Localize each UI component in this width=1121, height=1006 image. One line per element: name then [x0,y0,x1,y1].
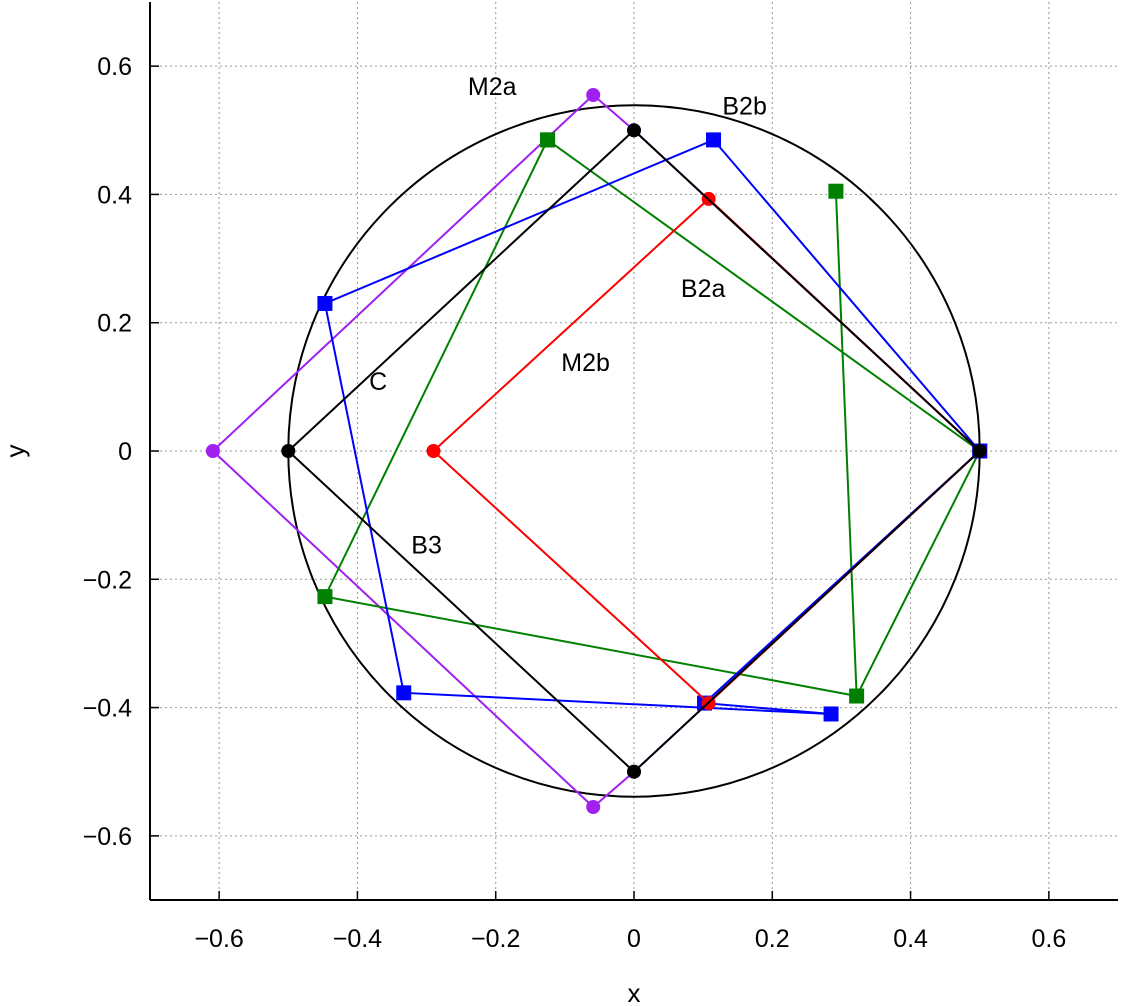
series-m2b-point [426,444,441,458]
y-tick-label: −0.2 [83,566,132,594]
x-tick-label: −0.2 [471,925,520,953]
series-c-point [281,444,296,458]
series-b2a-segment [834,191,858,697]
series-m2a-point [586,799,601,814]
series-b2b-point [396,685,412,701]
annotation-label: B2a [681,275,726,303]
x-tick-label: −0.6 [194,925,243,953]
series-b2b-point [823,706,839,722]
y-tick-label: 0.6 [97,53,132,81]
series-c-point [972,444,987,458]
annotation-label: M2b [561,349,610,377]
axes: −0.6 −0.4 −0.2 0 0.2 0.4 0.6 −0.6 −0.4 −0.2 0 0.2 0.… [83,2,1118,953]
series-b2b [317,132,988,722]
series-b2a-point [849,688,865,704]
annotation-label: M2a [468,73,517,101]
y-axis-title: y [0,445,30,458]
series-b2a-point [540,132,556,148]
series-b2a-point [828,183,844,199]
y-tick-label: −0.6 [83,823,132,851]
series-b2b-line [323,138,982,715]
grid [150,2,1118,900]
y-tick-label: 0.4 [97,181,132,209]
annotations: M2a B2b B2a M2b C B3 [369,73,767,560]
series-m2a-point [586,88,601,103]
series-b2a [317,132,988,704]
annotation-label: B3 [411,532,442,560]
y-tick-label: −0.4 [83,695,132,723]
series-c [281,123,987,779]
x-tick-label: 0.4 [893,925,928,953]
x-tick-label: 0 [627,925,641,953]
series-b2a-line [323,138,981,698]
series-b2a-point [317,589,333,605]
annotation-label: C [369,368,387,396]
y-tick-label: 0 [118,438,132,466]
series-b2b-point [706,132,722,148]
x-tick-label: 0.2 [755,925,790,953]
y-tick-label: 0.2 [97,310,132,338]
series-group [205,88,988,814]
x-tick-label: −0.4 [333,925,382,953]
series-c-point [627,123,641,138]
annotation-label: B2b [722,92,766,120]
series-b2b-point [317,295,333,311]
x-axis-title: x [628,978,641,1006]
series-c-point [627,764,641,779]
series-m2a-point [205,444,220,458]
x-tick-label: 0.6 [1031,925,1066,953]
